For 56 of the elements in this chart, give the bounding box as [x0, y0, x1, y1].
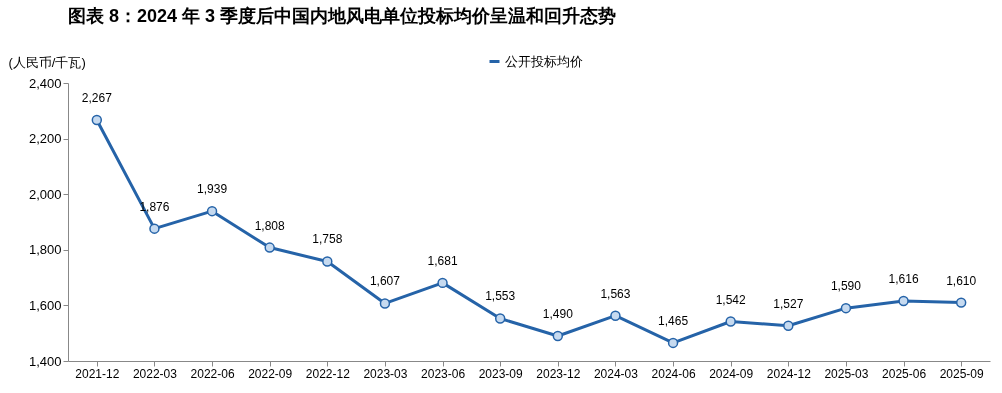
- x-tick-label: 2023-03: [363, 366, 408, 381]
- text: 2,267: [81, 90, 112, 105]
- point: [379, 298, 391, 309]
- y-tick-label: 1,600: [28, 297, 62, 313]
- x-tick-label: 2024-09: [709, 366, 754, 381]
- point: [437, 277, 448, 289]
- point: [552, 330, 564, 342]
- x-tick-label: 2023-12: [536, 366, 581, 381]
- text: 1,542: [715, 292, 746, 307]
- y-tick-label: 1,400: [28, 353, 62, 369]
- text: 1,939: [197, 182, 228, 197]
- y-tick-label: 2,400: [28, 75, 62, 91]
- point: [91, 114, 103, 126]
- x-tick-label: 2021-12: [75, 366, 120, 381]
- point: [667, 337, 679, 349]
- text: 1,465: [658, 313, 689, 328]
- text: 1,553: [485, 289, 516, 304]
- text: 1,758: [312, 232, 343, 247]
- point: [149, 223, 160, 234]
- y-tick-label: 2,200: [28, 131, 62, 147]
- point: [494, 313, 506, 324]
- text: 1,616: [888, 271, 919, 286]
- text: 1,607: [369, 274, 400, 289]
- point: [840, 302, 852, 314]
- x-tick-label: 2024-12: [766, 366, 812, 381]
- point: [783, 320, 794, 331]
- x-tick-label: 2022-12: [305, 366, 351, 381]
- y-tick-label: 2,000: [28, 186, 62, 202]
- x-tick-label: 2024-03: [593, 366, 639, 381]
- text: 1,610: [946, 273, 977, 288]
- text: 1,527: [773, 296, 804, 311]
- point: [610, 310, 621, 321]
- x-tick-label: 2022-03: [132, 366, 178, 381]
- point: [322, 256, 333, 267]
- text: 1,808: [254, 218, 285, 233]
- x-tick-label: 2022-06: [190, 366, 235, 381]
- x-tick-label: 2023-09: [478, 366, 524, 381]
- x-tick-label: 2022-09: [248, 366, 293, 381]
- x-tick-label: 2025-03: [824, 366, 869, 381]
- chart-title: 图表 8：2024 年 3 季度后中国内地风电单位投标均价呈温和回升态势: [68, 6, 617, 26]
- text: 1,681: [427, 253, 458, 268]
- y-tick-label: 1,800: [28, 242, 62, 258]
- text: 1,590: [830, 279, 861, 294]
- text: 1,563: [600, 286, 631, 301]
- x-tick-label: 2024-06: [651, 366, 696, 381]
- x-tick-label: 2025-06: [882, 366, 927, 381]
- point: [725, 316, 736, 327]
- point: [898, 295, 909, 307]
- point: [264, 242, 275, 253]
- x-tick-label: 2025-09: [939, 366, 985, 381]
- point: [206, 205, 218, 217]
- y-axis-title: (人民币/千瓦): [8, 54, 86, 70]
- x-tick-label: 2023-06: [421, 366, 466, 381]
- legend-label: 公开投标均价: [505, 53, 583, 69]
- text: 1,490: [542, 306, 573, 321]
- point: [955, 297, 967, 308]
